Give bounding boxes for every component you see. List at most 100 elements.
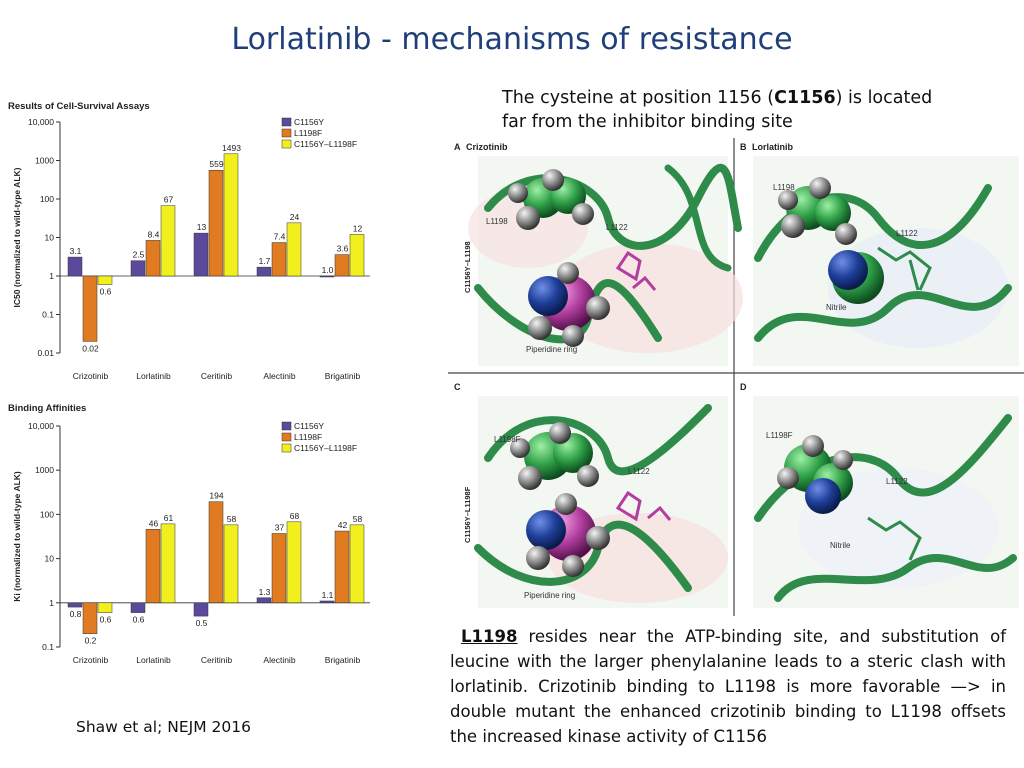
panel-a-label-piperidine: Piperidine ring — [526, 345, 577, 354]
chart2-category-label: Ceritinib — [201, 655, 232, 665]
chart1-data-label: 2.5 — [133, 250, 145, 260]
panel-c-letter: C — [454, 382, 461, 392]
chart1-y-axis-label: IC50 (normalized to wild-type ALK) — [12, 167, 22, 307]
chart2-y-tick-label: 1000 — [35, 465, 54, 475]
chart1-y-tick-label: 0.01 — [37, 348, 54, 358]
chart1-data-label: 559 — [209, 159, 223, 169]
chart1-category-label: Alectinib — [263, 371, 295, 381]
citation: Shaw et al; NEJM 2016 — [76, 718, 251, 736]
chart2-legend-swatch — [281, 432, 292, 442]
chart1-bar — [208, 169, 224, 277]
chart2-data-label: 0.8 — [70, 609, 82, 619]
panel-a-letter: A — [454, 142, 461, 152]
chart2-bar — [130, 602, 146, 613]
chart1-bar — [160, 205, 176, 277]
chart1-bar — [145, 240, 161, 277]
chart2-bar — [208, 501, 224, 604]
chart1-data-label: 67 — [164, 195, 174, 205]
chart2-bar — [82, 602, 98, 634]
chart2-data-label: 42 — [338, 520, 348, 530]
chart1-bar — [349, 234, 365, 277]
chart1-bar — [271, 242, 287, 277]
chart2-y-tick-label: 0.1 — [42, 642, 54, 652]
chart2-bar — [145, 529, 161, 604]
chart1-data-label: 24 — [290, 212, 300, 222]
chart2-y-tick-label: 100 — [40, 509, 54, 519]
chart1-legend-swatch — [281, 128, 292, 138]
chart2-legend-label: L1198F — [294, 432, 322, 442]
chart1-bar — [334, 254, 350, 277]
chart2-legend-label: C1156Y–L1198F — [294, 443, 357, 453]
chart1-bar — [67, 256, 83, 277]
chart1-bar — [97, 275, 113, 285]
chart1-legend-label: C1156Y–L1198F — [294, 139, 357, 149]
panel-b-drug: Lorlatinib — [752, 142, 793, 152]
chart1-bar — [130, 260, 146, 277]
chart2-bar — [271, 533, 287, 604]
chart2-bar — [67, 602, 83, 608]
chart2-category-label: Alectinib — [263, 655, 295, 665]
chart2-legend-swatch — [281, 421, 292, 431]
chart1-y-tick-label: 10 — [45, 233, 55, 243]
structure-panel-a: A Crizotinib C1156Y–L1198 L1198 L1122 Pi… — [454, 142, 743, 366]
chart2-data-label: 68 — [290, 511, 300, 521]
panel-c-label-l1198f: L1198F — [494, 435, 521, 444]
chart1-y-tick-label: 1 — [49, 271, 54, 281]
chart2-data-label: 37 — [275, 522, 285, 532]
panel-b-letter: B — [740, 142, 747, 152]
panel-c-side-label: C1156Y–L1198F — [463, 486, 472, 543]
chart1-bar — [82, 275, 98, 342]
binding-affinity-chart: Binding Affinities 0.1 1 10 100 1000 10,000 Ki … — [8, 403, 370, 665]
chart1-legend-swatch — [281, 117, 292, 127]
chart2-bar — [193, 602, 209, 617]
slide-title: Lorlatinib - mechanisms of resistance — [231, 22, 793, 57]
chart2-data-label: 0.5 — [196, 618, 208, 628]
chart1-legend-label: C1156Y — [294, 117, 324, 127]
chart1-data-label: 3.6 — [337, 244, 349, 254]
crystal-structure-figure: A Crizotinib C1156Y–L1198 L1198 L1122 Pi… — [448, 138, 1024, 616]
panel-d-label-l1198f: L1198F — [766, 431, 793, 440]
panel-d-letter: D — [740, 382, 747, 392]
panel-c-label-l1122: L1122 — [628, 467, 650, 476]
panel-a-label-l1122: L1122 — [606, 223, 628, 232]
structure-panel-c: C C1156Y–L1198F L1198F L1122 Piperidine … — [454, 382, 728, 608]
chart1-data-label: 13 — [197, 222, 207, 232]
chart1-category-label: Lorlatinib — [136, 371, 171, 381]
chart1-data-label: 1.7 — [259, 256, 271, 266]
chart1-data-label: 8.4 — [148, 229, 160, 239]
chart1-legend-label: L1198F — [294, 128, 322, 138]
chart2-data-label: 0.6 — [133, 615, 145, 625]
chart2-y-tick-label: 10,000 — [28, 421, 54, 431]
chart2-title: Binding Affinities — [8, 403, 86, 414]
panel-b-label-l1198: L1198 — [773, 183, 795, 192]
chart1-data-label: 0.6 — [100, 287, 112, 297]
chart1-y-tick-label: 10,000 — [28, 117, 54, 127]
cysteine-note-text-1: The cysteine at position 1156 ( — [502, 88, 775, 108]
chart2-data-label: 0.2 — [85, 636, 97, 646]
chart1-bar — [223, 153, 239, 277]
chart2-bar — [349, 524, 365, 604]
chart2-bar — [334, 530, 350, 604]
chart1-y-tick-label: 100 — [40, 194, 54, 204]
chart2-data-label: 58 — [227, 514, 237, 524]
chart1-bar — [319, 275, 335, 278]
panel-b-label-l1122: L1122 — [896, 229, 918, 238]
chart1-data-label: 0.02 — [82, 343, 99, 353]
chart1-legend-swatch — [281, 139, 292, 149]
chart1-y-tick-label: 1000 — [35, 156, 54, 166]
l1198-explanation-text: resides near the ATP-binding site, and s… — [450, 627, 1006, 746]
chart2-y-tick-label: 10 — [45, 554, 55, 564]
chart2-data-label: 58 — [353, 514, 363, 524]
chart2-data-label: 61 — [164, 513, 174, 523]
chart2-category-label: Crizotinib — [73, 655, 109, 665]
l1198-lead: L1198 — [461, 627, 518, 646]
chart1-bar — [286, 222, 302, 277]
chart2-bar — [256, 597, 272, 604]
chart1-data-label: 12 — [353, 223, 363, 233]
chart2-legend-label: C1156Y — [294, 421, 324, 431]
structure-panel-d: D L1198F L1122 Nitrile — [740, 382, 1019, 608]
l1198-explanation: L1198 resides near the ATP-binding site,… — [450, 624, 1006, 749]
chart1-data-label: 3.1 — [70, 246, 82, 256]
chart2-data-label: 1.1 — [322, 590, 334, 600]
cell-survival-chart: Results of Cell-Survival Assays 0.01 0.1 1 1… — [8, 101, 370, 381]
